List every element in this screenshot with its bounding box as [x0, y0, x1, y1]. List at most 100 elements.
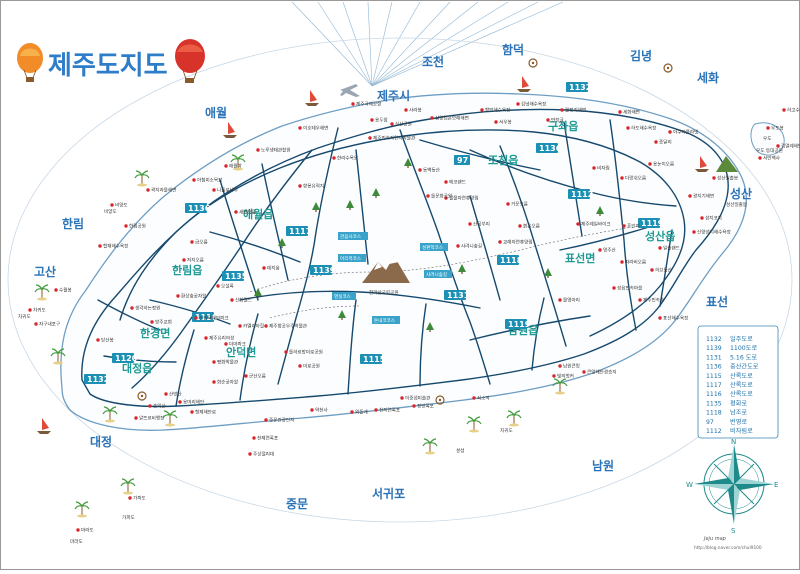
road-badge-1119-south: 1119	[505, 319, 531, 329]
brand-url: http://blog.naver.com/chul9100	[694, 545, 762, 551]
legend-code: 1117	[706, 382, 722, 389]
label-seop: 섶섬	[456, 447, 464, 454]
poi-dot	[182, 258, 186, 262]
road-badge-1117: 1117	[286, 226, 311, 236]
poi-label: 노루생태관찰원	[261, 147, 291, 154]
poi-label: 군산오름	[249, 373, 266, 380]
poi-label: 하고수동해수욕장	[787, 107, 800, 114]
poi-marker: 자구내포구	[34, 321, 60, 328]
legend-code: 1131	[706, 354, 722, 361]
poi-marker: 외돌개	[350, 409, 368, 416]
legend-name: 일주도로	[730, 335, 753, 343]
poi-label: 이중섭미술관	[405, 395, 431, 402]
svg-text:1115: 1115	[363, 355, 386, 364]
poi-marker: 하고수동해수욕장	[782, 107, 800, 114]
poi-dot	[444, 180, 448, 184]
palm-tree-icon	[102, 406, 118, 423]
svg-text:1131: 1131	[447, 291, 470, 300]
poi-label: 일출랜드	[663, 245, 680, 252]
legend-name: 1100도로	[730, 345, 757, 352]
poi-label: 서우봉	[499, 119, 512, 126]
poi-marker: 세화해변	[618, 109, 640, 116]
poi-marker: 한림공원	[124, 223, 146, 230]
poi-dot	[248, 452, 252, 456]
poi-marker: 다랑쉬오름	[620, 175, 646, 182]
poi-label: 이호테우해변	[303, 125, 328, 132]
poi-label: 알뜨르비행장	[139, 415, 165, 422]
region-andeok-myeon: 안덕면	[226, 345, 256, 359]
poi-label: 종달리	[659, 139, 672, 146]
poi-label: 외돌개	[355, 409, 368, 416]
poi-label: 천제연폭포	[257, 435, 278, 442]
legend-code: 1112	[706, 428, 722, 435]
legend-code: 97	[706, 419, 714, 426]
tree-icon	[312, 202, 320, 212]
legend-code: 1136	[706, 364, 722, 371]
poi-marker: 차귀도	[28, 307, 46, 314]
poi-dot	[582, 370, 586, 374]
poi-label: 삼양검은모래해변	[435, 115, 469, 122]
poi-label: 우도봉	[771, 126, 784, 132]
ships-wheel-icon	[435, 395, 445, 405]
poi-dot	[298, 126, 302, 130]
poi-marker: 삼양검은모래해변	[430, 115, 469, 122]
poi-marker: 제주유리의성	[204, 335, 234, 342]
poi-marker: 생각하는정원	[130, 305, 160, 312]
poi-label: 용머리해안	[183, 399, 205, 406]
road-badge-1135: 1135	[222, 271, 248, 281]
label-chagwido: 차귀도	[18, 313, 31, 320]
label-hallasan: 한라산국립공원	[369, 289, 399, 296]
legend-name: 번영로	[730, 418, 747, 426]
road-badge-1132-west: 1132	[84, 374, 109, 384]
poi-label: 새별오름	[239, 209, 256, 216]
palm-tree-icon	[466, 416, 482, 433]
poi-dot	[298, 184, 302, 188]
tree-icon	[426, 322, 434, 332]
poi-marker: 비자림	[592, 165, 610, 172]
legend-name: 비자림로	[730, 427, 753, 435]
poi-dot	[128, 496, 132, 500]
poi-label: 약천사	[315, 407, 328, 414]
poi-marker: 주상절리대	[248, 451, 274, 458]
region-gujwa-eup: 구좌읍	[548, 119, 578, 133]
poi-dot	[426, 194, 430, 198]
poi-marker: 당산봉	[96, 337, 114, 344]
poi-dot	[190, 240, 194, 244]
poi-marker: 카멜리아힐	[238, 323, 264, 330]
poi-dot	[558, 298, 562, 302]
ships-wheel-icon	[137, 391, 147, 401]
poi-dot	[776, 144, 780, 148]
region-hangyeong-myeon: 한경면	[140, 326, 170, 340]
poi-marker: 천제연폭포	[252, 435, 278, 442]
poi-dot	[472, 396, 476, 400]
road-badge-1119-east: 1119	[638, 218, 664, 228]
poi-label: 용눈이오름	[653, 161, 674, 168]
poi-label: 돌문화공원	[431, 193, 452, 200]
poi-dot	[626, 126, 630, 130]
poi-dot	[134, 416, 138, 420]
region-hallim-eup: 한림읍	[172, 263, 202, 277]
poi-label: 신화월드	[235, 297, 252, 304]
poi-marker: 송악산	[148, 403, 166, 410]
road-badge-97: 97	[454, 155, 470, 165]
poi-dot	[668, 130, 672, 134]
palm-tree-icon	[422, 438, 438, 455]
poi-label: 주상절리대	[253, 451, 274, 458]
legend-name: 산록도로	[730, 381, 753, 389]
poi-dot	[130, 306, 134, 310]
trails	[249, 225, 641, 319]
label-biyangdo: 비양도	[104, 208, 117, 215]
poi-dot	[264, 324, 268, 328]
poi-dot	[516, 102, 520, 106]
poi-marker: 쇠소깍	[472, 395, 490, 402]
poi-label: 더마파크	[229, 341, 246, 348]
island-labels: 우도 비양도 차귀도 가파도 마라도 섶섬 지귀도 성산일출봉 우도 등대공원	[18, 136, 783, 545]
compass-s: S	[731, 527, 736, 535]
park-label: 어리목코스	[340, 255, 361, 262]
poi-label: 월정리해변	[565, 107, 586, 114]
tree-icon	[596, 206, 604, 216]
poi-label: 테지움	[267, 265, 280, 272]
region-hallim: 한림	[62, 216, 84, 231]
poi-dot	[351, 102, 355, 106]
